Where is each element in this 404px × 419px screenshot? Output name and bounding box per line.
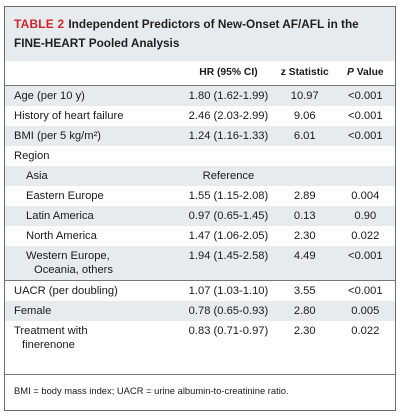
row-label: North America	[26, 230, 97, 242]
row-label-line1: Treatment with	[14, 325, 88, 337]
row-hr: 1.55 (1.15-2.08)	[188, 190, 269, 202]
data-table: HR (95% CI) z Statistic P Value Age (per…	[5, 61, 395, 355]
row-z: 0.13	[273, 206, 336, 226]
row-z	[273, 166, 336, 186]
table-row: Western Europe, Oceania, others 1.94 (1.…	[5, 246, 395, 281]
row-hr: 1.24 (1.16-1.33)	[183, 126, 274, 146]
table-row: North America 1.47 (1.06-2.05) 2.30 0.02…	[5, 226, 395, 246]
row-label: Age (per 10 y)	[5, 85, 184, 106]
table-number: TABLE 2	[14, 17, 65, 31]
row-z: 6.01	[273, 126, 336, 146]
row-p: <0.001	[348, 110, 383, 122]
row-label: Western Europe, Oceania, others	[5, 246, 184, 281]
row-p: <0.001	[335, 280, 395, 301]
row-hr	[183, 146, 274, 166]
row-hr: 0.97 (0.65-1.45)	[183, 206, 274, 226]
row-z: 10.97	[273, 85, 336, 106]
table-row: BMI (per 5 kg/m²) 1.24 (1.16-1.33) 6.01 …	[5, 126, 395, 146]
row-label: Female	[5, 301, 184, 321]
row-z: 9.06	[293, 110, 316, 122]
row-z: 4.49	[273, 246, 336, 281]
header-hr: HR (95% CI)	[183, 61, 274, 86]
row-z: 2.30	[293, 230, 316, 242]
row-p: 0.022	[351, 325, 380, 337]
row-z: 2.80	[273, 301, 336, 321]
row-hr: 1.07 (1.03-1.10)	[183, 280, 274, 301]
row-p: <0.001	[335, 126, 395, 146]
row-label: Treatment with finerenone	[5, 321, 183, 355]
row-hr: 0.78 (0.65-0.93)	[183, 301, 274, 321]
header-variable	[5, 61, 184, 86]
table-caption: TABLE 2 Independent Predictors of New-Ons…	[5, 7, 395, 61]
row-label: UACR (per doubling)	[5, 280, 184, 301]
table-frame: TABLE 2 Independent Predictors of New-Ons…	[4, 6, 396, 411]
row-label-line2: finerenone	[22, 339, 75, 351]
row-p: 0.90	[335, 206, 395, 226]
row-label: Region	[14, 150, 50, 162]
row-label-line1: Western Europe,	[26, 250, 110, 262]
header-z: z Statistic	[273, 61, 336, 86]
row-p	[335, 166, 395, 186]
row-p: <0.001	[335, 85, 395, 106]
row-z: 3.55	[273, 280, 336, 301]
row-z: 2.89	[293, 190, 316, 202]
row-label: BMI (per 5 kg/m²)	[5, 126, 184, 146]
row-p: 0.022	[351, 230, 380, 242]
table-footnote: BMI = body mass index; UACR = urine albu…	[5, 374, 395, 410]
row-hr: 0.83 (0.71-0.97)	[188, 325, 269, 337]
row-label: Asia	[5, 166, 184, 186]
row-z	[274, 146, 336, 166]
table-title: Independent Predictors of New-Onset AF/A…	[14, 17, 359, 50]
row-label: History of heart failure	[14, 110, 124, 122]
table-row: Female 0.78 (0.65-0.93) 2.80 0.005	[5, 301, 395, 321]
table-row: Region	[5, 146, 395, 166]
table-row: History of heart failure 2.46 (2.03-2.99…	[5, 106, 395, 126]
row-p	[336, 146, 395, 166]
table-row: Latin America 0.97 (0.65-1.45) 0.13 0.90	[5, 206, 395, 226]
row-label: Eastern Europe	[26, 190, 104, 202]
table-row: UACR (per doubling) 1.07 (1.03-1.10) 3.5…	[5, 280, 395, 301]
header-p-rest: Value	[353, 67, 384, 78]
row-hr: 2.46 (2.03-2.99)	[188, 110, 269, 122]
header-p-italic: P	[346, 67, 354, 78]
row-z: 2.30	[293, 325, 316, 337]
row-hr: 1.47 (1.06-2.05)	[188, 230, 269, 242]
row-p: <0.001	[335, 246, 395, 281]
table-row: Treatment with finerenone 0.83 (0.71-0.9…	[5, 321, 395, 355]
table-row: Age (per 10 y) 1.80 (1.62-1.99) 10.97 <0…	[5, 85, 395, 106]
row-label-line2: Oceania, others	[34, 264, 113, 276]
row-hr: 1.94 (1.45-2.58)	[183, 246, 274, 281]
table-header-row: HR (95% CI) z Statistic P Value	[5, 61, 395, 86]
table-row: Eastern Europe 1.55 (1.15-2.08) 2.89 0.0…	[5, 186, 395, 206]
row-hr: 1.80 (1.62-1.99)	[183, 85, 274, 106]
table-row: Asia Reference	[5, 166, 395, 186]
header-p: P Value	[335, 61, 395, 86]
row-p: 0.005	[335, 301, 395, 321]
row-label: Latin America	[5, 206, 184, 226]
row-p: 0.004	[351, 190, 380, 202]
row-hr: Reference	[183, 166, 274, 186]
